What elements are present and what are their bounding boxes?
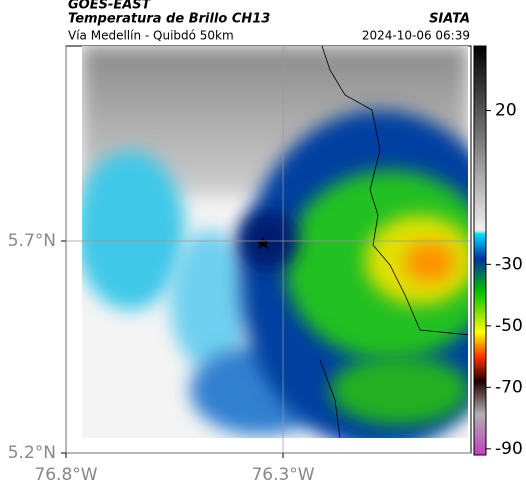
colorbar-tick-label: -90 [495,439,523,459]
datetime: 2024-10-06 06:39 [362,29,470,43]
satellite-image [82,46,468,438]
colorbar [473,45,487,456]
colorbar-tick-label: -70 [495,377,523,397]
location: Vía Medellín - Quibdó 50km [68,29,234,43]
y-tick-label: 5.2°N [8,443,56,463]
colorbar-tick-label: 20 [495,101,517,121]
title: GOES-EAST [68,0,152,13]
subtitle: Temperatura de Brillo CH13 [68,12,270,27]
source: SIATA [429,12,470,27]
x-tick-label: 76.8°W [34,465,97,485]
station-marker [256,236,270,249]
x-tick-label: 76.3°W [251,465,314,485]
y-tick-label: 5.7°N [8,231,56,251]
colorbar-tick-label: -50 [495,316,523,336]
colorbar-tick-label: -30 [495,254,523,274]
